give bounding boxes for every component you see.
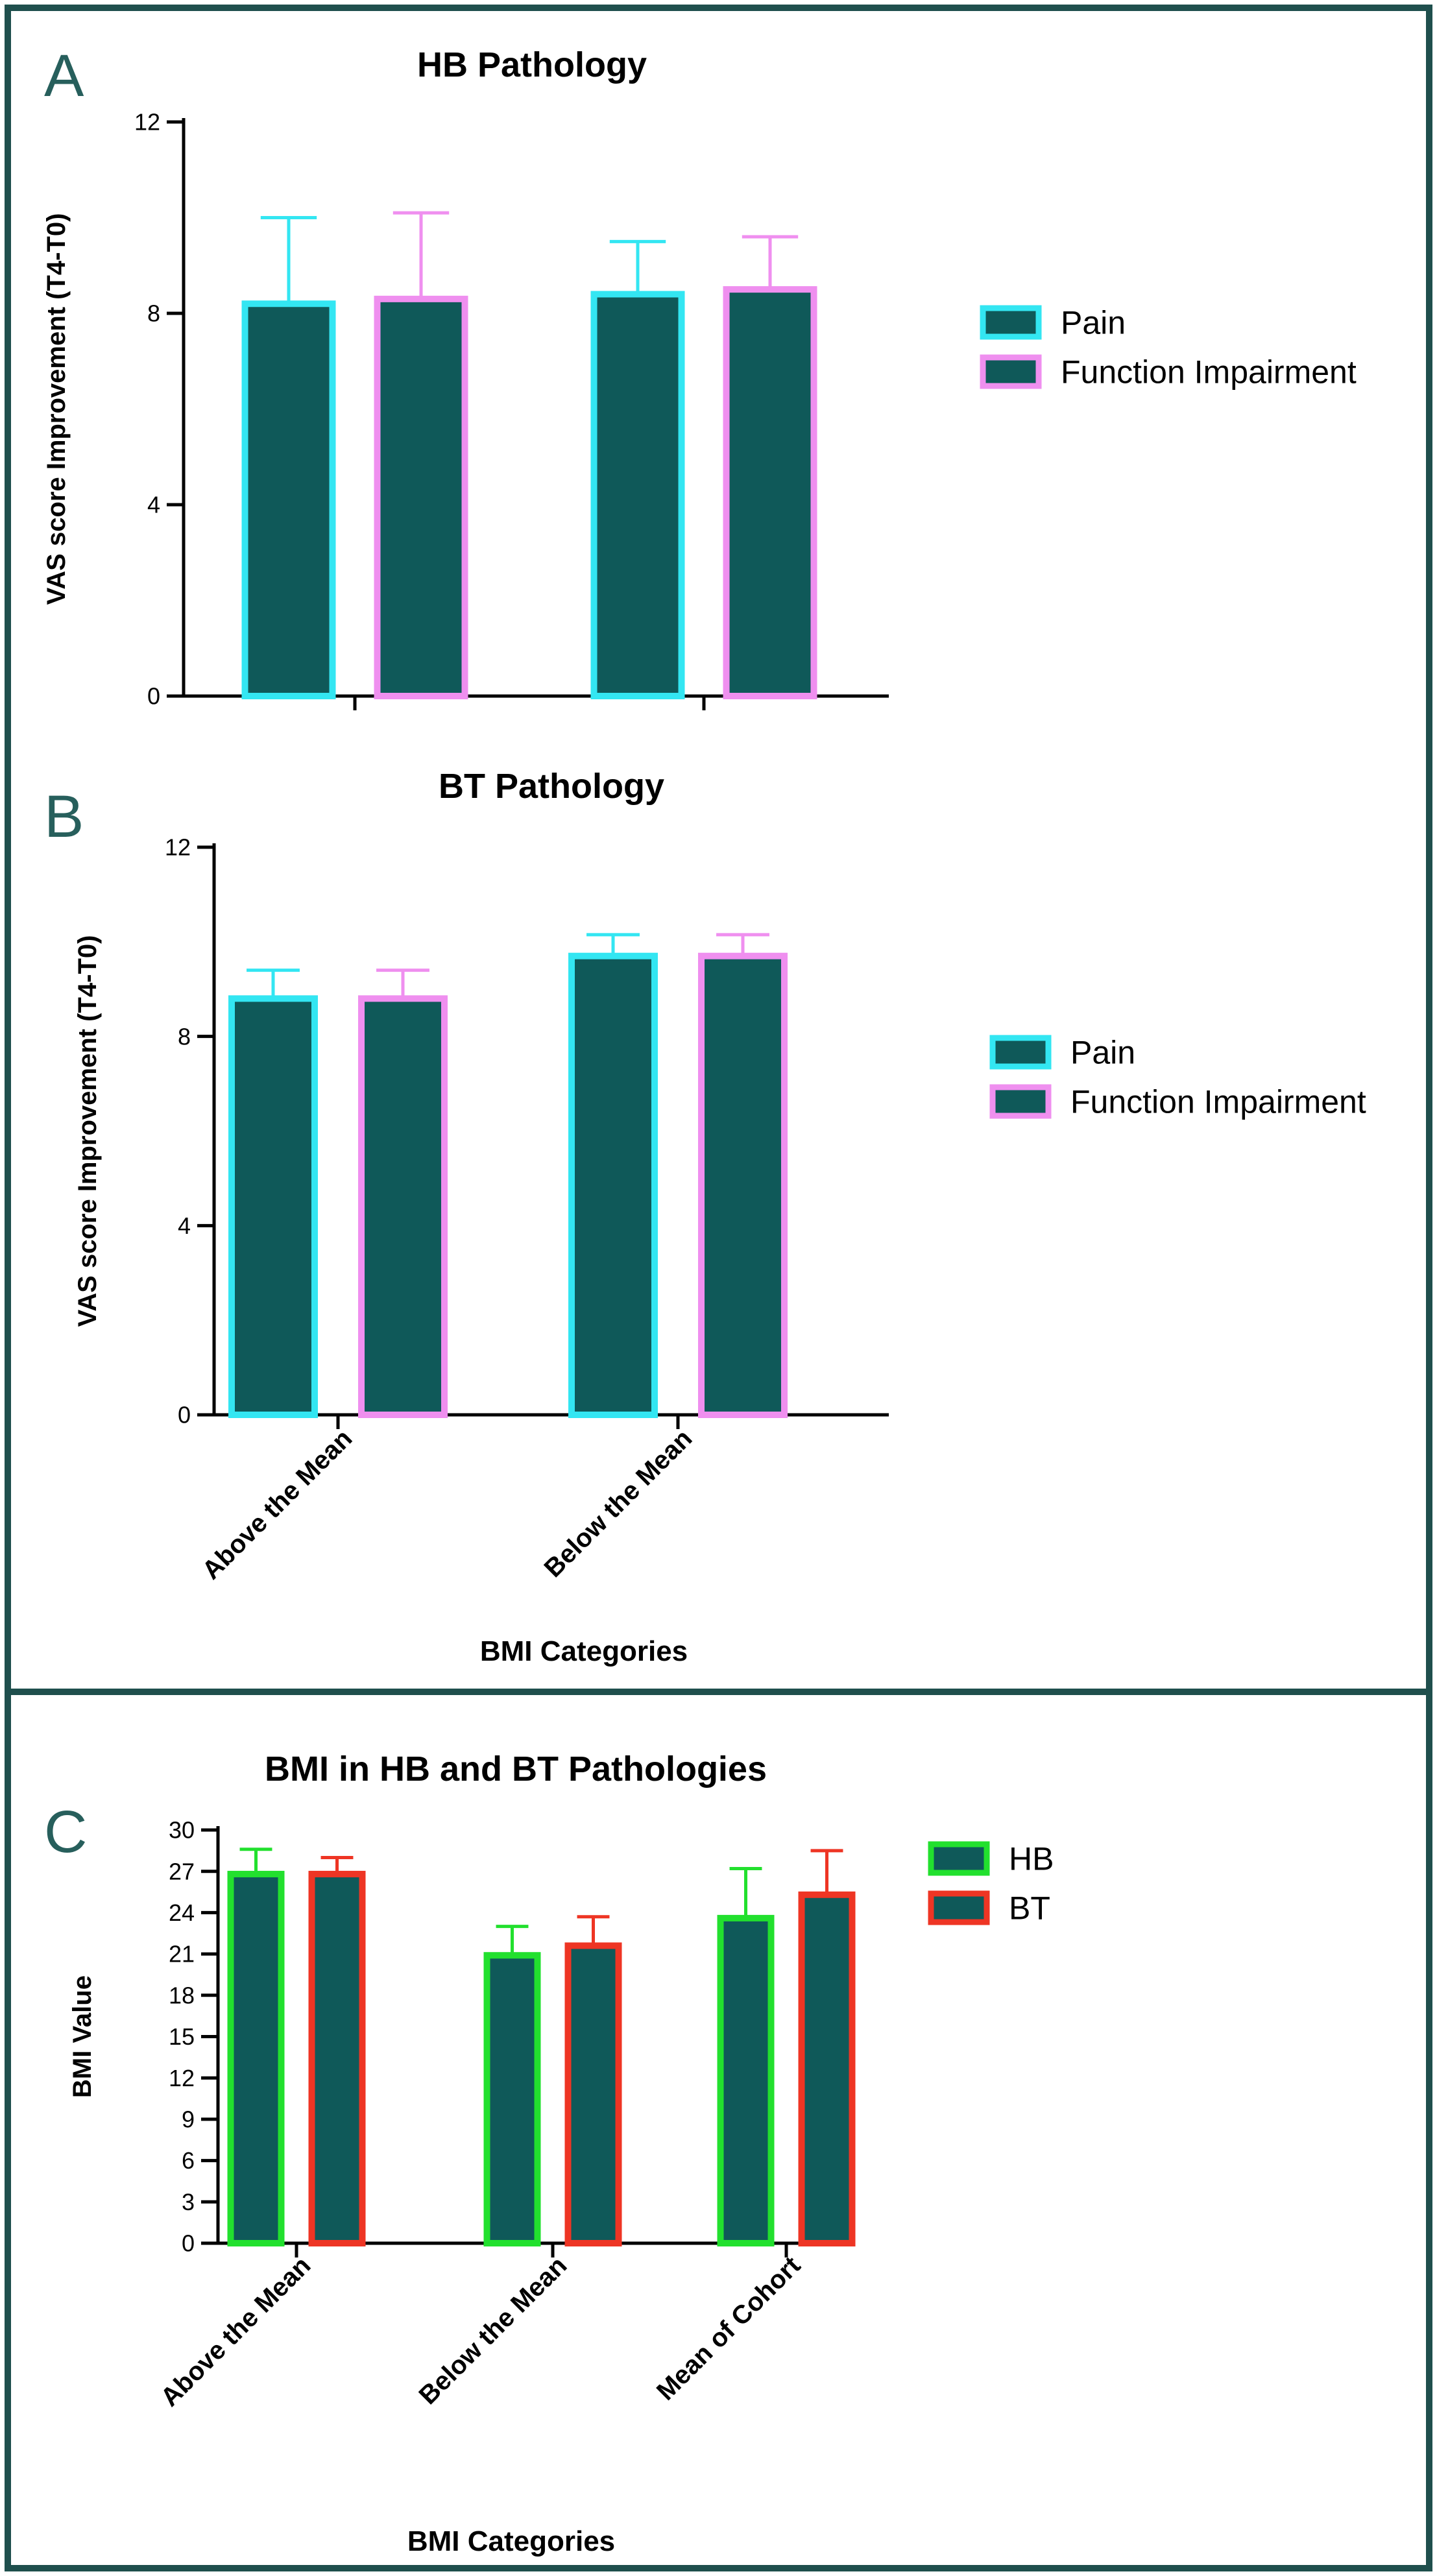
bar-pain bbox=[568, 952, 658, 1419]
y-tick-label: 0 bbox=[147, 683, 160, 710]
bar-bt bbox=[564, 1942, 622, 2247]
y-tick-label: 0 bbox=[178, 1402, 191, 1428]
y-tick-label: 24 bbox=[169, 1899, 195, 1926]
x-category-label: Below the Mean bbox=[539, 1424, 698, 1583]
y-tick-label: 21 bbox=[169, 1941, 195, 1968]
x-category-label: Mean of Cohort bbox=[651, 2251, 806, 2406]
chart-bt-pathology: BT Pathology VAS score Improvement (T4-T0… bbox=[73, 767, 1366, 1667]
y-axis-label: VAS score Improvement (T4-T0) bbox=[73, 935, 102, 1327]
x-axis-label: BMI Categories bbox=[407, 2525, 615, 2557]
legend-label: Pain bbox=[1070, 1035, 1135, 1071]
chart-hb-pathology: HB Pathology VAS score Improvement (T4-T0… bbox=[42, 45, 1357, 710]
x-axis-label: BMI Categories bbox=[480, 1635, 688, 1667]
legend-swatch bbox=[989, 1084, 1052, 1119]
legend-swatch bbox=[989, 1035, 1052, 1070]
y-tick-label: 12 bbox=[169, 2065, 195, 2091]
legend-swatch bbox=[980, 305, 1042, 340]
y-axis-label: VAS score Improvement (T4-T0) bbox=[42, 213, 71, 605]
legend-label: HB bbox=[1009, 1841, 1054, 1877]
y-tick-label: 0 bbox=[182, 2230, 195, 2257]
bar-pain bbox=[228, 995, 318, 1419]
panel-letter-c: C bbox=[44, 1799, 87, 1865]
y-tick-label: 6 bbox=[182, 2147, 195, 2174]
y-tick-label: 12 bbox=[134, 109, 160, 136]
legend-label: Function Impairment bbox=[1061, 354, 1357, 391]
y-tick-label: 27 bbox=[169, 1858, 195, 1884]
y-tick-label: 15 bbox=[169, 2023, 195, 2050]
bar-function-impairment bbox=[698, 952, 788, 1419]
bar-pain bbox=[241, 300, 336, 699]
bar-hb bbox=[717, 1914, 775, 2246]
bar-pain bbox=[590, 291, 685, 699]
bar-hb bbox=[483, 1952, 541, 2247]
bar-bt bbox=[308, 1870, 366, 2247]
y-tick-label: 4 bbox=[147, 492, 160, 518]
y-tick-label: 9 bbox=[182, 2106, 195, 2133]
y-tick-label: 4 bbox=[178, 1212, 191, 1239]
x-category-label: Above the Mean bbox=[197, 1424, 357, 1585]
y-axis-label: BMI Value bbox=[68, 1975, 97, 2098]
legend-swatch bbox=[928, 1890, 990, 1925]
y-tick-label: 30 bbox=[169, 1817, 195, 1844]
y-tick-label: 3 bbox=[182, 2189, 195, 2215]
bar-bt bbox=[798, 1891, 856, 2246]
x-category-label: Above the Mean bbox=[155, 2251, 316, 2412]
legend-label: Function Impairment bbox=[1070, 1084, 1366, 1120]
legend-label: Pain bbox=[1061, 305, 1126, 341]
y-tick-label: 18 bbox=[169, 1982, 195, 2008]
chart-title: BMI in HB and BT Pathologies bbox=[265, 1750, 767, 1788]
panel-letter-b: B bbox=[44, 784, 84, 850]
legend-swatch bbox=[928, 1841, 990, 1876]
bar-function-impairment bbox=[374, 295, 468, 699]
legend-label: BT bbox=[1009, 1890, 1050, 1927]
bar-hb bbox=[227, 1870, 285, 2247]
panel-letter-a: A bbox=[44, 43, 84, 109]
chart-bmi-pathologies: BMI in HB and BT Pathologies BMI Value 0 3 6… bbox=[68, 1750, 1054, 2557]
y-tick-label: 12 bbox=[165, 834, 191, 861]
outer-frame bbox=[5, 5, 1432, 2571]
bar-function-impairment bbox=[358, 995, 448, 1419]
y-tick-label: 8 bbox=[178, 1023, 191, 1050]
chart-title: BT Pathology bbox=[439, 767, 664, 806]
x-category-label: Below the Mean bbox=[414, 2251, 573, 2410]
chart-title: HB Pathology bbox=[417, 45, 647, 84]
legend-swatch bbox=[980, 354, 1042, 389]
y-tick-label: 8 bbox=[147, 300, 160, 327]
bar-function-impairment bbox=[723, 286, 817, 699]
